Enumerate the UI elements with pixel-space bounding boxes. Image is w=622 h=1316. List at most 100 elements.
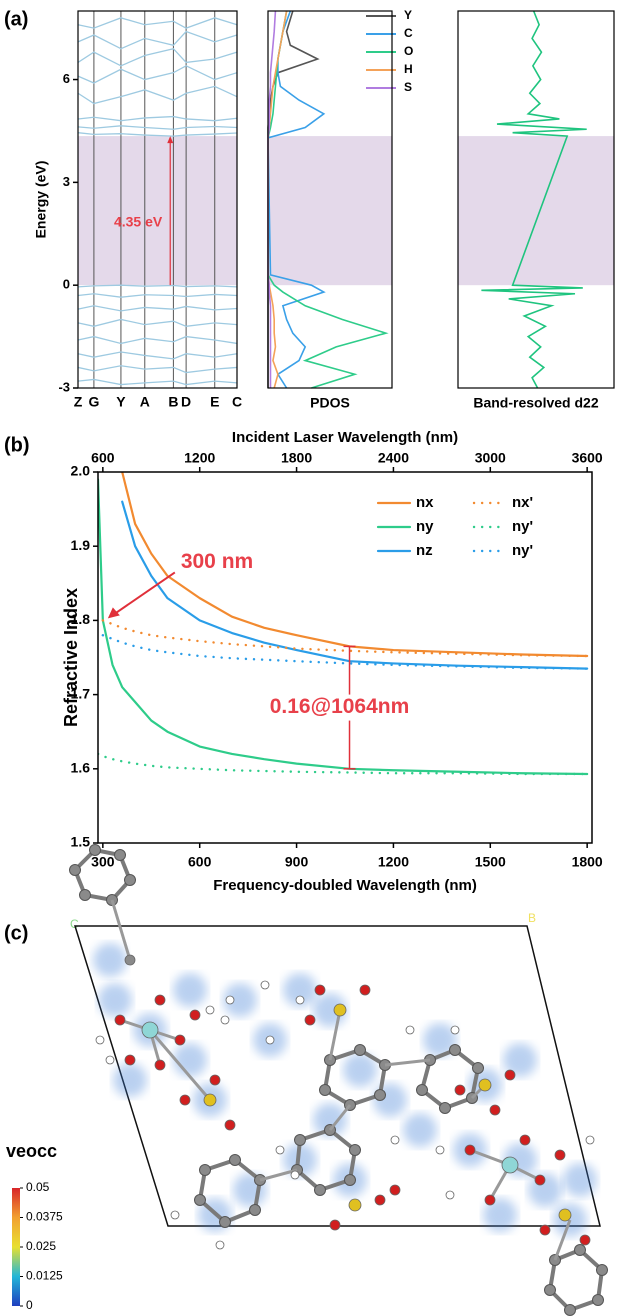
- y-axis-title: Refractive Index: [61, 588, 81, 727]
- density-blob: [503, 1043, 537, 1077]
- x2-tick-label: 2400: [378, 450, 409, 466]
- x-tick-label: C: [232, 394, 242, 410]
- carbon-atom: [564, 1304, 576, 1316]
- legend-label: Y: [404, 8, 412, 22]
- atom: [435, 1145, 445, 1155]
- carbon-atom: [229, 1154, 241, 1166]
- atom: [95, 1035, 105, 1045]
- atom: [534, 1174, 546, 1186]
- band-line: [77, 65, 238, 84]
- atom: [454, 1084, 466, 1096]
- panel-label: (b): [4, 434, 30, 456]
- corner-label: C: [70, 917, 79, 931]
- atom: [405, 1025, 415, 1035]
- x-axis-title: PDOS: [310, 395, 350, 411]
- band-line: [77, 293, 238, 298]
- annotation-arrow: [110, 571, 176, 618]
- gap-label: 4.35 eV: [114, 213, 163, 229]
- y-tick-label: 0: [63, 277, 70, 292]
- atom: [205, 1005, 215, 1015]
- density-blob: [173, 1043, 207, 1077]
- y-tick-label: 1.8: [71, 611, 91, 627]
- x2-axis-title: Incident Laser Wavelength (nm): [232, 429, 458, 446]
- atom: [333, 1003, 347, 1017]
- density-blob: [423, 1023, 457, 1057]
- y-tick-label: 1.9: [71, 537, 91, 553]
- x2-tick-label: 3000: [475, 450, 506, 466]
- legend-label: ny': [512, 518, 533, 535]
- atom: [220, 1015, 230, 1025]
- y-tick-label: -3: [58, 379, 70, 394]
- legend-label: ny: [416, 518, 434, 535]
- atom: [348, 1198, 362, 1212]
- atom: [124, 954, 136, 966]
- atom: [105, 1055, 115, 1065]
- carbon-atom: [249, 1204, 261, 1216]
- atom: [359, 984, 371, 996]
- y-tick-label: 1.5: [71, 834, 91, 850]
- series-line: [101, 634, 589, 670]
- colorbar-tick-label: 0.05: [26, 1180, 50, 1194]
- atom: [579, 1234, 591, 1246]
- legend-label: C: [404, 26, 413, 40]
- carbon-atom: [344, 1174, 356, 1186]
- bond: [328, 1104, 352, 1131]
- annotation-label: 300 nm: [181, 550, 253, 573]
- density-blob: [223, 983, 257, 1017]
- carbon-atom: [314, 1184, 326, 1196]
- x-tick-label: 900: [285, 854, 309, 870]
- density-blob: [283, 973, 317, 1007]
- colorbar: [12, 1188, 20, 1306]
- atom: [554, 1149, 566, 1161]
- band-line: [77, 335, 238, 345]
- atom: [203, 1093, 217, 1107]
- atom: [489, 1104, 501, 1116]
- atom: [450, 1025, 460, 1035]
- atom: [154, 1059, 166, 1071]
- legend-label: H: [404, 62, 413, 76]
- atom: [585, 1135, 595, 1145]
- band-line: [77, 365, 238, 374]
- legend-label: nx': [512, 494, 533, 511]
- band-line: [77, 132, 238, 137]
- series-line: [101, 619, 589, 658]
- band-line: [77, 85, 238, 105]
- y-tick-label: 1.6: [71, 760, 91, 776]
- atom: [484, 1194, 496, 1206]
- atom: [225, 995, 235, 1005]
- x2-tick-label: 1200: [184, 450, 215, 466]
- annotation-label: 0.16@1064nm: [270, 695, 410, 718]
- label-bg: [263, 694, 416, 721]
- carbon-atom: [544, 1284, 556, 1296]
- band-line: [77, 351, 238, 360]
- x-tick-label: Y: [116, 394, 126, 410]
- bond: [328, 1009, 342, 1061]
- colorbar-title: veocc: [6, 1141, 57, 1161]
- band-line: [77, 305, 238, 312]
- carbon-atom: [199, 1164, 211, 1176]
- atom: [154, 994, 166, 1006]
- density-blob: [483, 1198, 517, 1232]
- atom: [478, 1078, 492, 1092]
- atom: [265, 1035, 275, 1045]
- dos-curve: [481, 10, 587, 389]
- carbon-atom: [219, 1216, 231, 1228]
- band-line: [77, 115, 238, 122]
- atom: [114, 1014, 126, 1026]
- density-blob: [313, 1103, 347, 1137]
- carbon-atom: [449, 1044, 461, 1056]
- bond: [384, 1058, 431, 1067]
- carbon-atom: [349, 1144, 361, 1156]
- gap-shade: [268, 136, 392, 286]
- series-line: [121, 500, 589, 670]
- atom: [519, 1134, 531, 1146]
- atom: [290, 1170, 300, 1180]
- band-line: [77, 30, 238, 50]
- x2-tick-label: 1800: [281, 450, 312, 466]
- gap-shade: [78, 136, 237, 286]
- x-tick-label: 1200: [378, 854, 409, 870]
- atom: [504, 1069, 516, 1081]
- x-tick-label: Z: [74, 394, 83, 410]
- atom: [209, 1074, 221, 1086]
